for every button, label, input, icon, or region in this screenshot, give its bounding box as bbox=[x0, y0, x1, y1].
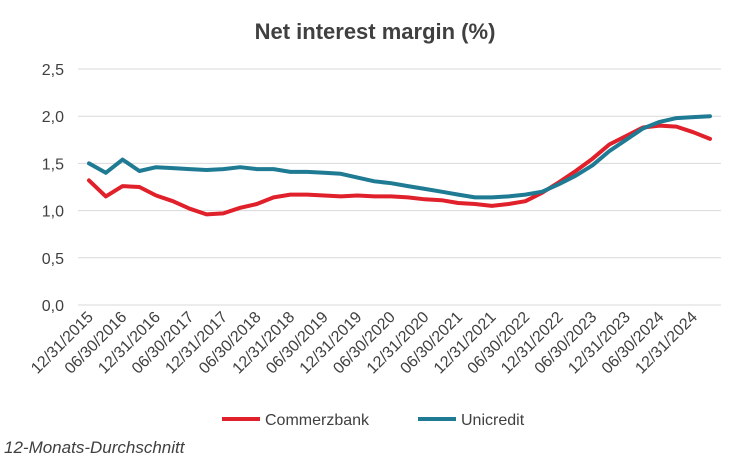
legend: Commerzbank Unicredit bbox=[222, 412, 525, 429]
legend-label-commerzbank: Commerzbank bbox=[265, 412, 370, 429]
y-tick-label: 2,0 bbox=[42, 109, 64, 126]
footnote: 12-Monats-Durchschnitt bbox=[4, 438, 185, 457]
x-tick-labels: 12/31/201506/30/201612/31/201606/30/2017… bbox=[28, 309, 701, 378]
y-gridlines bbox=[78, 68, 721, 306]
y-tick-label: 0,0 bbox=[42, 298, 64, 315]
y-tick-labels: 0,0 0,5 1,0 1,5 2,0 2,5 bbox=[42, 62, 64, 315]
y-tick-label: 1,0 bbox=[42, 204, 64, 221]
y-tick-label: 1,5 bbox=[42, 156, 64, 173]
chart-title: Net interest margin (%) bbox=[255, 19, 496, 44]
series-line-commerzbank bbox=[87, 123, 712, 217]
series-lines bbox=[87, 114, 712, 217]
legend-label-unicredit: Unicredit bbox=[461, 412, 525, 429]
series-line-unicredit bbox=[87, 114, 712, 200]
y-tick-label: 2,5 bbox=[42, 62, 64, 79]
y-tick-label: 0,5 bbox=[42, 251, 64, 268]
